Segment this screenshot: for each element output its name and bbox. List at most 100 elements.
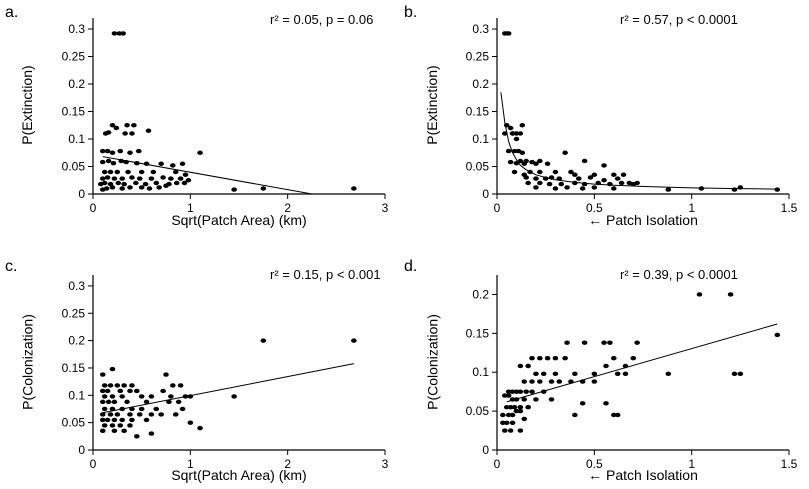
y-tick-label: 0.3	[68, 279, 85, 293]
data-point	[111, 417, 118, 423]
data-point	[99, 417, 106, 423]
data-point	[607, 340, 613, 345]
data-point	[513, 161, 520, 166]
data-point	[556, 379, 563, 384]
data-point	[105, 399, 112, 405]
data-point	[145, 128, 152, 133]
data-point	[517, 363, 524, 369]
data-point	[519, 123, 526, 128]
data-point	[552, 371, 559, 376]
data-point	[260, 186, 267, 191]
data-point	[170, 163, 176, 168]
data-point	[737, 185, 744, 190]
x-tick-label: 2	[284, 201, 291, 215]
x-tick-label: 1.5	[781, 457, 798, 471]
data-point	[558, 181, 565, 187]
data-point	[121, 181, 127, 187]
data-point	[525, 405, 531, 410]
x-tick-label: 1	[187, 457, 194, 471]
data-point	[537, 169, 543, 175]
y-tick-label: 0.25	[62, 306, 86, 320]
plot-area: 0 0.05 0.1 0.15 0.2 0 0.5 1 1.5	[466, 275, 798, 471]
data-point	[500, 412, 506, 418]
fit-line	[102, 363, 354, 414]
data-point	[517, 405, 524, 410]
data-point	[156, 185, 162, 190]
data-point	[143, 161, 150, 166]
data-point	[513, 131, 520, 136]
data-point	[523, 175, 529, 180]
data-point	[121, 428, 127, 434]
y-tick-label: 0.25	[62, 50, 86, 64]
data-point	[111, 176, 118, 181]
data-point	[129, 175, 135, 180]
data-point	[507, 125, 514, 131]
y-tick-label: 0.1	[68, 388, 85, 402]
data-point	[727, 292, 734, 297]
data-point	[572, 412, 578, 418]
fit-line	[500, 92, 778, 190]
y-axis-label: P(Colonization)	[424, 313, 440, 410]
data-point	[175, 399, 182, 405]
data-point	[135, 148, 142, 154]
data-point	[517, 408, 524, 414]
y-tick-label: 0.05	[466, 404, 490, 418]
data-point	[181, 180, 188, 186]
data-point	[99, 428, 106, 434]
data-point	[601, 340, 607, 345]
data-point	[150, 169, 157, 175]
data-point	[552, 169, 559, 175]
data-point	[101, 394, 108, 399]
data-point	[99, 148, 106, 154]
data-point	[107, 383, 114, 388]
data-point	[182, 172, 189, 177]
data-point	[540, 389, 547, 394]
data-point	[575, 176, 582, 181]
data-point	[503, 123, 510, 128]
data-point	[120, 31, 126, 36]
y-tick-label: 0.2	[68, 334, 85, 348]
data-point	[527, 169, 533, 175]
data-point	[698, 186, 705, 191]
data-point	[185, 178, 192, 183]
data-point	[505, 148, 512, 154]
x-axis-label: Sqrt(Patch Area) (km)	[171, 467, 307, 483]
data-point	[581, 340, 588, 345]
data-point	[568, 169, 574, 175]
data-point	[179, 406, 186, 412]
data-point	[521, 379, 528, 384]
data-point	[611, 186, 617, 191]
data-point	[501, 131, 508, 136]
data-point	[591, 185, 598, 190]
data-point	[525, 180, 531, 186]
data-point	[110, 161, 117, 166]
data-point	[136, 176, 143, 181]
data-point	[104, 175, 111, 180]
data-point	[127, 150, 133, 155]
y-tick-label: 0.15	[62, 361, 86, 375]
data-point	[99, 159, 106, 165]
data-point	[134, 434, 140, 439]
data-point	[231, 394, 237, 399]
x-tick-label: 1	[688, 457, 695, 471]
data-point	[115, 180, 122, 186]
data-point	[533, 185, 539, 190]
data-point	[113, 125, 120, 131]
panel-label: c.	[5, 258, 18, 275]
data-point	[505, 31, 512, 36]
data-point	[544, 161, 551, 166]
x-axis-label: ← Patch Isolation	[588, 212, 698, 228]
data-point	[143, 417, 150, 423]
data-point	[591, 371, 598, 376]
data-point	[595, 180, 602, 186]
data-point	[119, 186, 125, 191]
data-point	[109, 150, 116, 155]
data-point	[579, 401, 586, 406]
data-point	[517, 389, 524, 394]
data-point	[501, 428, 508, 433]
y-tick-label: 0.05	[62, 160, 86, 174]
data-point	[601, 163, 607, 168]
data-point	[630, 356, 637, 361]
y-tick-label: 0	[482, 187, 489, 201]
data-point	[564, 340, 570, 345]
